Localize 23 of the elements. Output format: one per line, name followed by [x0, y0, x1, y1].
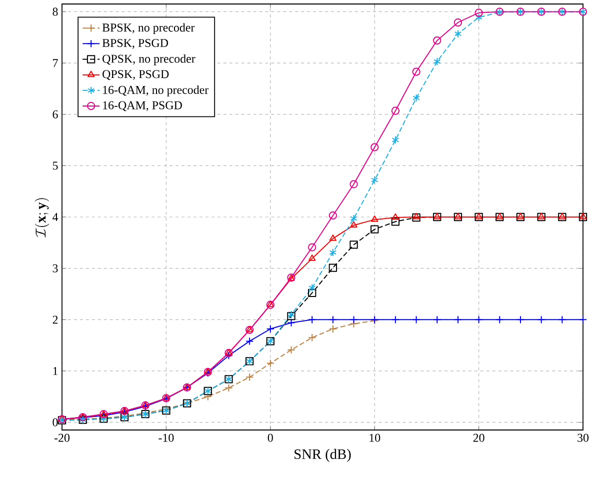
x-tick-label: -10 — [158, 434, 174, 442]
legend-label: BPSK, no precoder — [102, 23, 195, 34]
legend-label: BPSK, PSGD — [102, 38, 168, 49]
x-tick-label: 10 — [370, 434, 380, 442]
y-axis-title: $\mathcal{I}(\mathbf{x};\mathbf{y})$ — [34, 198, 50, 238]
x-tick-label: -20 — [54, 434, 70, 442]
y-tick-label: 4 — [52, 213, 58, 221]
x-axis-title: SNR (dB) — [294, 448, 351, 462]
y-tick-label: 6 — [52, 110, 58, 118]
y-tick-label: 1 — [53, 367, 58, 375]
legend-label: 16-QAM, PSGD — [103, 101, 182, 112]
legend-label: 16-QAM, no precoder — [103, 86, 209, 96]
x-tick-label: 20 — [473, 434, 484, 442]
legend-label: QPSK, PSGD — [102, 70, 169, 80]
y-tick-label: 3 — [52, 264, 58, 272]
y-tick-label: 0 — [52, 418, 58, 426]
x-tick-label: 30 — [578, 434, 589, 442]
y-tick-label: 7 — [53, 59, 58, 67]
x-tick-label: 0 — [268, 434, 273, 442]
legend-label: QPSK, no precoder — [102, 54, 196, 66]
y-tick-label: 5 — [52, 162, 58, 170]
y-tick-label: 8 — [52, 8, 58, 16]
y-tick-label: 2 — [52, 316, 58, 324]
